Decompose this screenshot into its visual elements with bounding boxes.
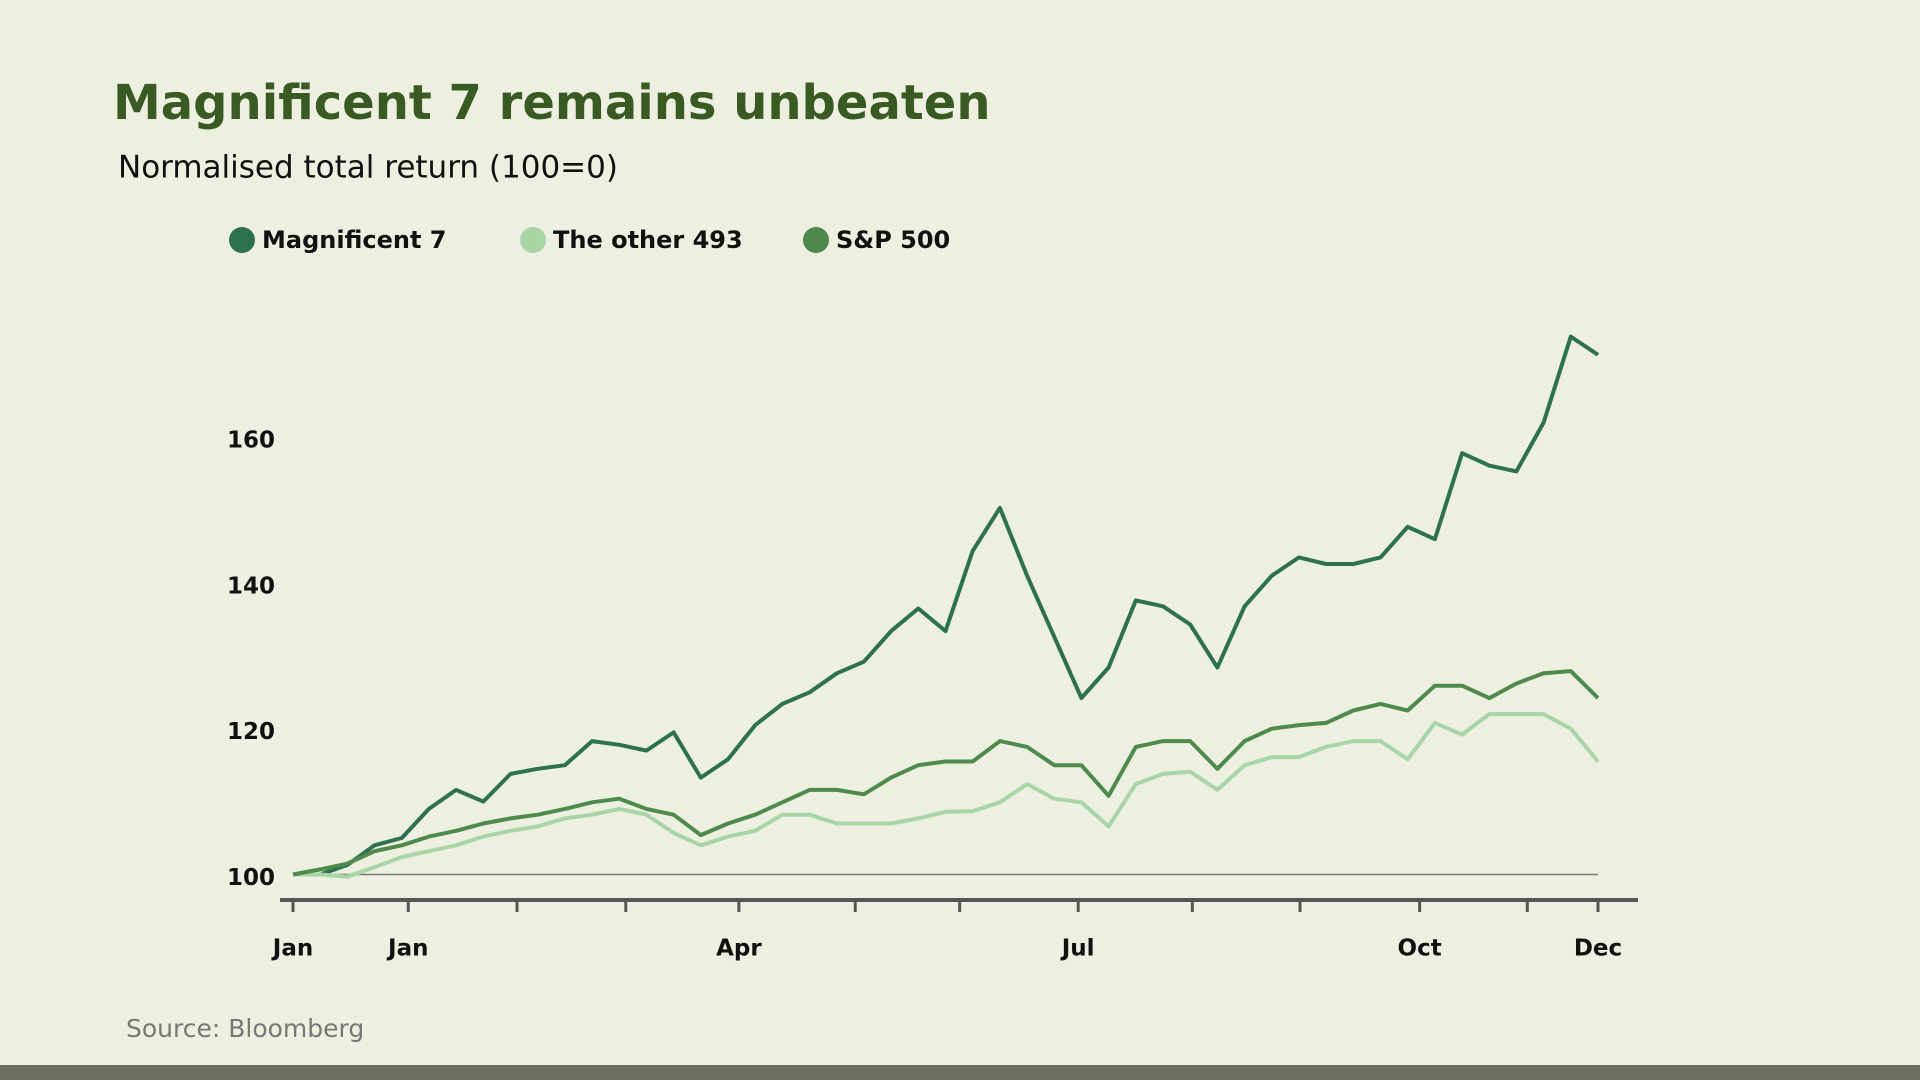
series-line [293, 712, 1600, 879]
x-tick-label: Jan [271, 936, 313, 962]
x-tick-label: Apr [716, 936, 762, 962]
legend-marker [520, 227, 546, 253]
y-tick-label: 100 [227, 865, 275, 891]
y-tick-label: 140 [227, 573, 275, 599]
legend-label: S&P 500 [836, 226, 950, 254]
x-tick-label: Dec [1574, 936, 1622, 962]
legend-label: The other 493 [553, 226, 743, 254]
y-tick-label: 160 [227, 428, 275, 454]
y-tick-label: 120 [227, 719, 275, 745]
chart-subtitle: Normalised total return (100=0) [118, 150, 618, 186]
series-line [293, 334, 1600, 877]
series-line [292, 669, 1600, 877]
legend-marker [803, 227, 829, 253]
x-tick-label: Jul [1060, 936, 1095, 962]
footer-bar [0, 1065, 1920, 1080]
legend-marker [229, 227, 255, 253]
legend-label: Magnificent 7 [262, 226, 446, 254]
x-tick-label: Jan [386, 936, 428, 962]
source: Source: Bloomberg [126, 1014, 364, 1043]
x-tick-label: Oct [1398, 936, 1442, 962]
chart-title: Magnificent 7 remains unbeaten [113, 75, 991, 131]
